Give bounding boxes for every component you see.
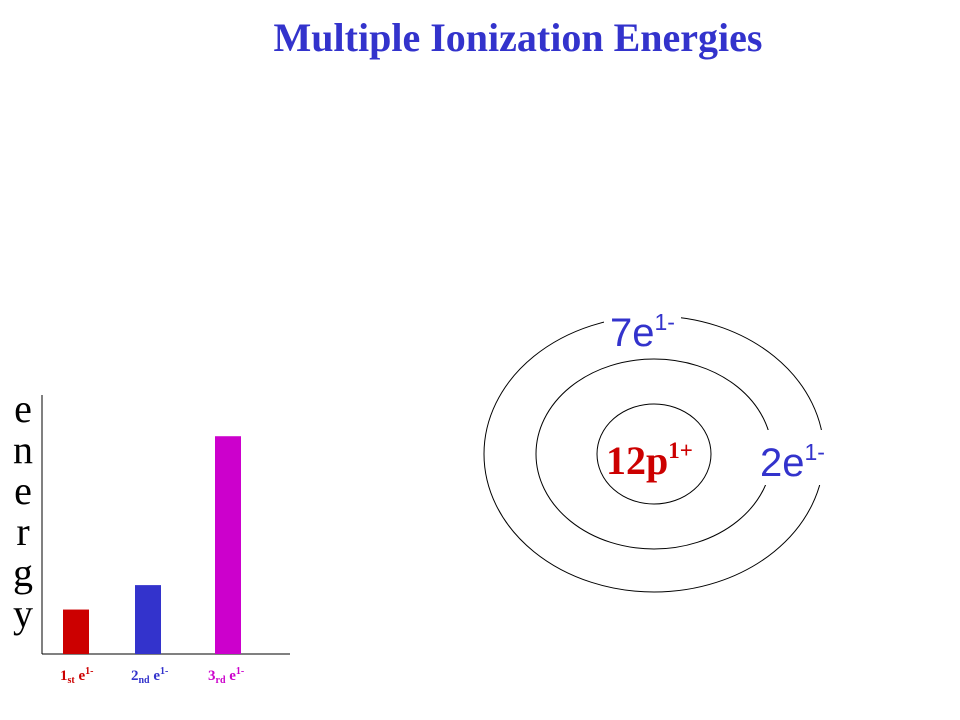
nucleus-label: 12p1+ xyxy=(606,438,693,483)
y-axis-letter: y xyxy=(13,591,33,636)
y-axis-letter: r xyxy=(16,509,30,554)
x-tick-label-1: 1st e1- xyxy=(60,666,94,686)
x-tick-label-2: 2nd e1- xyxy=(131,666,169,686)
x-tick-label-3: 3rd e1- xyxy=(208,666,245,686)
nucleus xyxy=(596,403,712,505)
y-axis-letter: e xyxy=(14,468,32,513)
y-axis-label: e n e r g y xyxy=(8,388,38,634)
bar-second-electron xyxy=(135,585,161,654)
y-axis-letter: n xyxy=(13,427,33,472)
inner-shell-label: 2e1- xyxy=(756,430,829,485)
page-title: Multiple Ionization Energies xyxy=(273,15,763,60)
bar-first-electron xyxy=(63,609,89,654)
y-axis-letter: g xyxy=(13,550,33,595)
outer-shell-label: 7e1- xyxy=(604,300,681,355)
y-axis-letter: e xyxy=(14,386,32,431)
bar-third-electron xyxy=(215,436,241,654)
